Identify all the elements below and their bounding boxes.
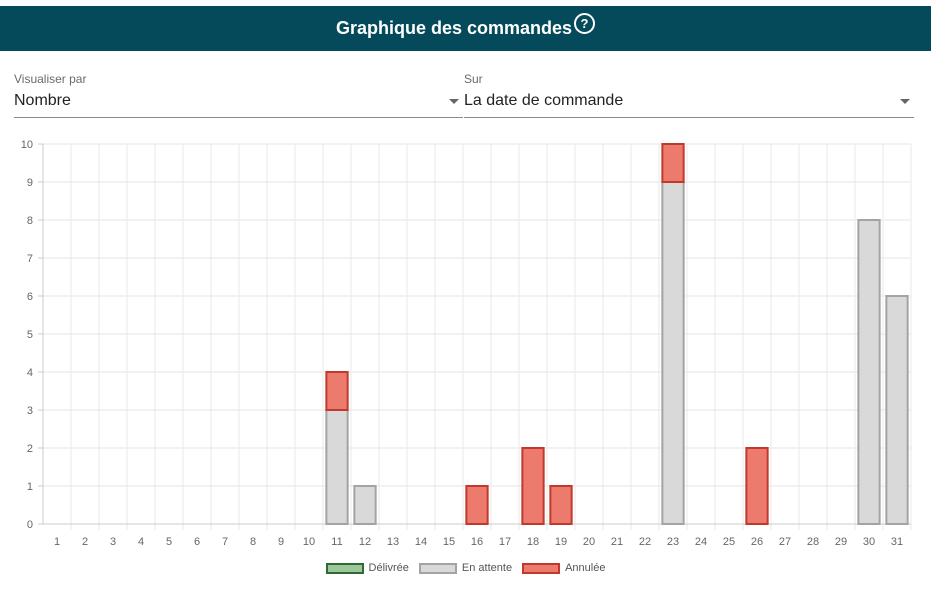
legend-swatch bbox=[325, 562, 364, 574]
y-tick-label: 8 bbox=[27, 215, 33, 227]
bar-12 bbox=[353, 485, 377, 525]
chevron-down-icon bbox=[900, 99, 910, 104]
x-tick-label: 7 bbox=[222, 536, 228, 548]
x-tick-label: 30 bbox=[863, 536, 875, 548]
x-tick-label: 27 bbox=[779, 536, 791, 548]
bar-11 bbox=[325, 371, 349, 411]
x-tick-label: 15 bbox=[443, 536, 455, 548]
x-tick-label: 8 bbox=[250, 536, 256, 548]
x-tick-label: 11 bbox=[331, 536, 342, 548]
sur-select[interactable]: Sur La date de commande bbox=[464, 70, 914, 118]
y-tick-label: 4 bbox=[27, 367, 33, 379]
bar-19 bbox=[549, 485, 573, 525]
y-tick-label: 6 bbox=[27, 291, 33, 303]
legend-label: Délivrée bbox=[368, 562, 409, 574]
bar-11 bbox=[325, 409, 349, 525]
y-tick-label: 1 bbox=[27, 481, 33, 493]
page-title: Graphique des commandes bbox=[335, 18, 573, 38]
x-tick-label: 25 bbox=[723, 536, 735, 548]
bar-31 bbox=[885, 295, 909, 525]
chart-legend: Délivrée En attente Annulée bbox=[0, 562, 931, 574]
x-tick-label: 6 bbox=[194, 536, 200, 548]
x-tick-label: 19 bbox=[555, 536, 567, 548]
y-tick-label: 9 bbox=[27, 177, 33, 189]
x-tick-label: 14 bbox=[415, 536, 427, 548]
x-tick-label: 16 bbox=[471, 536, 483, 548]
x-tick-label: 1 bbox=[54, 536, 60, 548]
chevron-down-icon bbox=[449, 99, 459, 104]
x-tick-label: 13 bbox=[387, 536, 399, 548]
x-tick-label: 31 bbox=[891, 536, 903, 548]
x-tick-label: 21 bbox=[611, 536, 623, 548]
bar-23 bbox=[661, 143, 685, 183]
legend-item[interactable]: Annulée bbox=[522, 562, 605, 574]
y-tick-label: 2 bbox=[27, 443, 33, 455]
x-tick-label: 20 bbox=[583, 536, 595, 548]
y-tick-label: 3 bbox=[27, 405, 33, 417]
bar-16 bbox=[465, 485, 489, 525]
legend-swatch bbox=[418, 562, 457, 574]
sur-label: Sur bbox=[464, 72, 483, 86]
x-tick-label: 4 bbox=[138, 536, 144, 548]
visualiser-par-value: Nombre bbox=[14, 92, 71, 109]
legend-swatch bbox=[522, 562, 561, 574]
x-tick-label: 29 bbox=[835, 536, 847, 548]
sur-value: La date de commande bbox=[464, 92, 624, 109]
legend-label: Annulée bbox=[565, 562, 606, 574]
x-tick-label: 18 bbox=[527, 536, 539, 548]
x-tick-label: 2 bbox=[82, 536, 88, 548]
x-tick-label: 23 bbox=[667, 536, 679, 548]
legend-label: En attente bbox=[461, 562, 513, 574]
visualiser-par-select[interactable]: Visualiser par Nombre bbox=[14, 70, 463, 118]
legend-item[interactable]: En attente bbox=[418, 562, 513, 574]
visualiser-par-label: Visualiser par bbox=[14, 72, 87, 86]
bar-30 bbox=[857, 219, 881, 525]
x-tick-label: 17 bbox=[499, 536, 511, 548]
bar-26 bbox=[745, 447, 769, 525]
y-tick-label: 5 bbox=[27, 329, 33, 341]
x-tick-label: 22 bbox=[639, 536, 651, 548]
x-tick-label: 9 bbox=[278, 536, 284, 548]
x-tick-label: 12 bbox=[359, 536, 371, 548]
help-circle-icon[interactable]: ? bbox=[574, 13, 596, 34]
x-tick-label: 24 bbox=[695, 536, 707, 548]
y-tick-label: 0 bbox=[27, 519, 33, 531]
bar-18 bbox=[521, 447, 545, 525]
legend-item[interactable]: Délivrée bbox=[325, 562, 409, 574]
y-tick-label: 10 bbox=[21, 139, 33, 151]
x-tick-label: 5 bbox=[166, 536, 172, 548]
x-tick-label: 28 bbox=[807, 536, 819, 548]
y-tick-label: 7 bbox=[27, 253, 33, 265]
x-tick-label: 3 bbox=[110, 536, 116, 548]
x-tick-label: 26 bbox=[751, 536, 763, 548]
chart-header: Graphique des commandes ? bbox=[0, 6, 931, 51]
x-tick-label: 10 bbox=[303, 536, 315, 548]
bar-23 bbox=[661, 181, 685, 525]
